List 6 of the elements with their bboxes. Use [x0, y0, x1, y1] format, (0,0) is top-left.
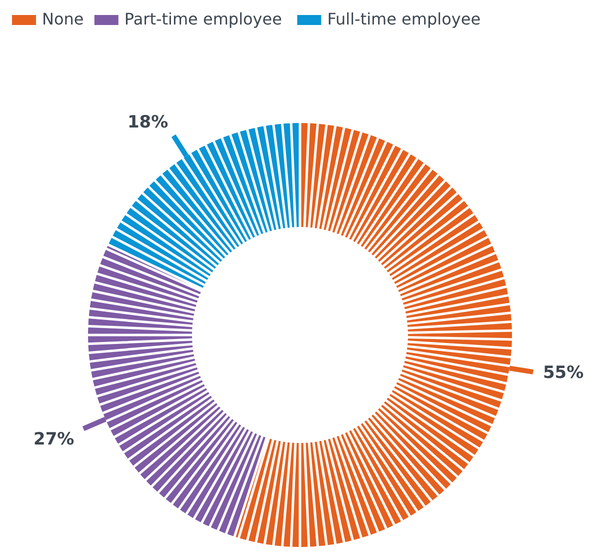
data-label: 18% — [127, 112, 168, 132]
legend-label: Part-time employee — [124, 9, 282, 28]
data-label: 55% — [542, 363, 584, 384]
data-label: 27% — [34, 430, 74, 450]
legend-label: Full-time employee — [327, 9, 481, 28]
legend-label: None — [42, 9, 84, 28]
